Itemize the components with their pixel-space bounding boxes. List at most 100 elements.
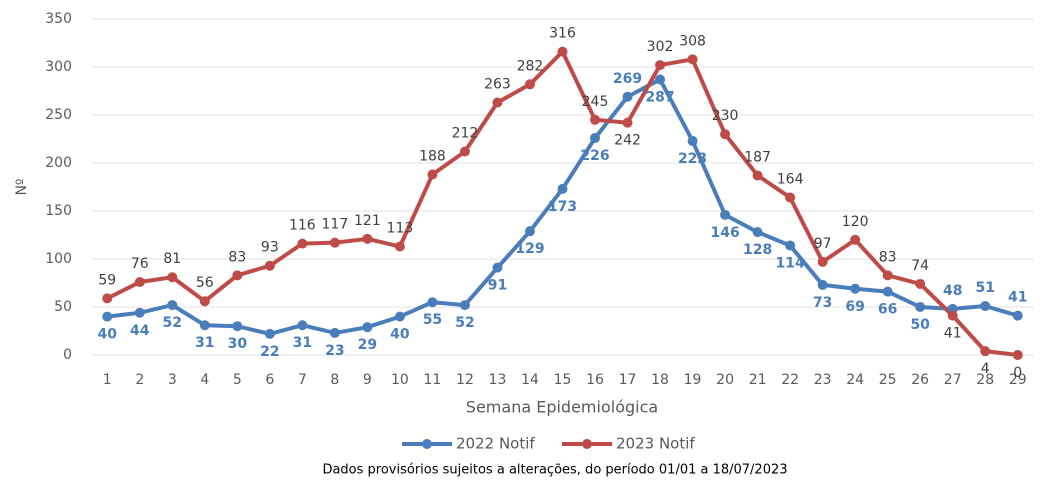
data-label: 316	[549, 26, 576, 42]
point	[134, 307, 145, 318]
data-label: 23	[325, 343, 344, 359]
x-tick-label: 15	[554, 372, 572, 388]
point	[167, 300, 178, 311]
data-label: 48	[943, 283, 962, 299]
x-tick-label: 16	[586, 372, 604, 388]
x-tick-label: 23	[814, 372, 832, 388]
data-label: 44	[130, 323, 150, 339]
point	[752, 170, 763, 181]
point	[297, 238, 308, 249]
data-label: 93	[261, 240, 279, 256]
data-label: 212	[452, 125, 479, 141]
point	[232, 270, 243, 281]
data-label: 164	[777, 172, 804, 188]
data-label: 120	[842, 214, 869, 230]
data-label: 128	[743, 242, 772, 258]
x-tick-label: 1	[103, 372, 112, 388]
point	[167, 272, 178, 283]
x-tick-label: 25	[879, 372, 897, 388]
point	[622, 117, 633, 128]
data-label: 83	[879, 249, 897, 265]
x-tick-label: 18	[651, 372, 669, 388]
point	[785, 240, 796, 251]
point	[199, 296, 210, 307]
data-label: 73	[813, 295, 832, 311]
point	[297, 320, 308, 331]
point	[687, 54, 698, 65]
point	[1012, 350, 1023, 360]
data-label: 50	[910, 317, 930, 333]
data-label: 308	[679, 33, 706, 49]
point	[329, 237, 340, 248]
x-tick-label: 4	[200, 372, 209, 388]
data-label: 29	[358, 337, 377, 353]
point	[850, 283, 861, 294]
y-tick-label: 250	[45, 107, 72, 123]
data-label: 116	[289, 218, 316, 234]
x-tick-label: 21	[749, 372, 767, 388]
data-label: 51	[975, 280, 994, 296]
point	[264, 260, 275, 271]
point	[655, 74, 666, 85]
point	[232, 321, 243, 332]
data-label: 69	[845, 299, 864, 315]
data-label: 52	[163, 315, 182, 331]
data-label: 41	[1008, 290, 1027, 306]
point	[720, 129, 731, 140]
point	[915, 302, 926, 312]
data-label: 173	[548, 199, 577, 215]
data-label: 22	[260, 344, 279, 360]
data-label: 269	[613, 71, 642, 87]
data-label: 91	[488, 278, 507, 294]
legend-label: 2023 Notif	[616, 435, 695, 453]
data-label: 74	[911, 258, 929, 274]
x-tick-label: 20	[716, 372, 734, 388]
point	[850, 234, 861, 245]
data-label: 0	[1013, 365, 1022, 381]
data-label: 83	[228, 249, 246, 265]
y-tick-label: 350	[45, 11, 72, 27]
data-label: 117	[322, 217, 349, 233]
y-tick-label: 100	[45, 251, 72, 267]
data-label: 41	[944, 326, 962, 342]
x-tick-label: 13	[489, 372, 507, 388]
point	[459, 146, 470, 157]
x-tick-label: 8	[330, 372, 339, 388]
x-tick-label: 17	[619, 372, 637, 388]
data-label: 230	[712, 108, 739, 124]
data-label: 30	[228, 336, 248, 352]
data-label: 263	[484, 77, 511, 93]
point	[264, 328, 275, 339]
data-label: 76	[131, 256, 149, 272]
point	[134, 277, 145, 288]
data-label: 31	[293, 335, 312, 351]
y-tick-label: 50	[54, 299, 72, 315]
point	[102, 311, 113, 322]
point	[882, 286, 893, 297]
x-tick-label: 22	[781, 372, 799, 388]
data-label: 146	[710, 225, 739, 241]
x-tick-label: 3	[168, 372, 177, 388]
y-tick-label: 150	[45, 203, 72, 219]
x-tick-label: 6	[265, 372, 274, 388]
y-axis-label: Nº	[14, 178, 30, 195]
point	[427, 169, 438, 180]
point	[329, 327, 340, 338]
data-label: 40	[98, 327, 118, 343]
point	[817, 279, 828, 290]
point	[882, 270, 893, 281]
data-label: 187	[744, 149, 771, 165]
point	[102, 293, 113, 304]
point	[492, 97, 503, 108]
x-tick-label: 28	[976, 372, 994, 388]
data-label: 282	[517, 58, 544, 74]
data-label: 55	[423, 312, 442, 328]
x-axis-label: Semana Epidemiológica	[466, 398, 658, 417]
data-label: 223	[678, 151, 707, 167]
point	[915, 278, 926, 289]
x-tick-label: 11	[424, 372, 442, 388]
point	[752, 227, 763, 238]
data-label: 129	[515, 241, 544, 257]
point	[947, 310, 958, 321]
point	[524, 79, 535, 90]
